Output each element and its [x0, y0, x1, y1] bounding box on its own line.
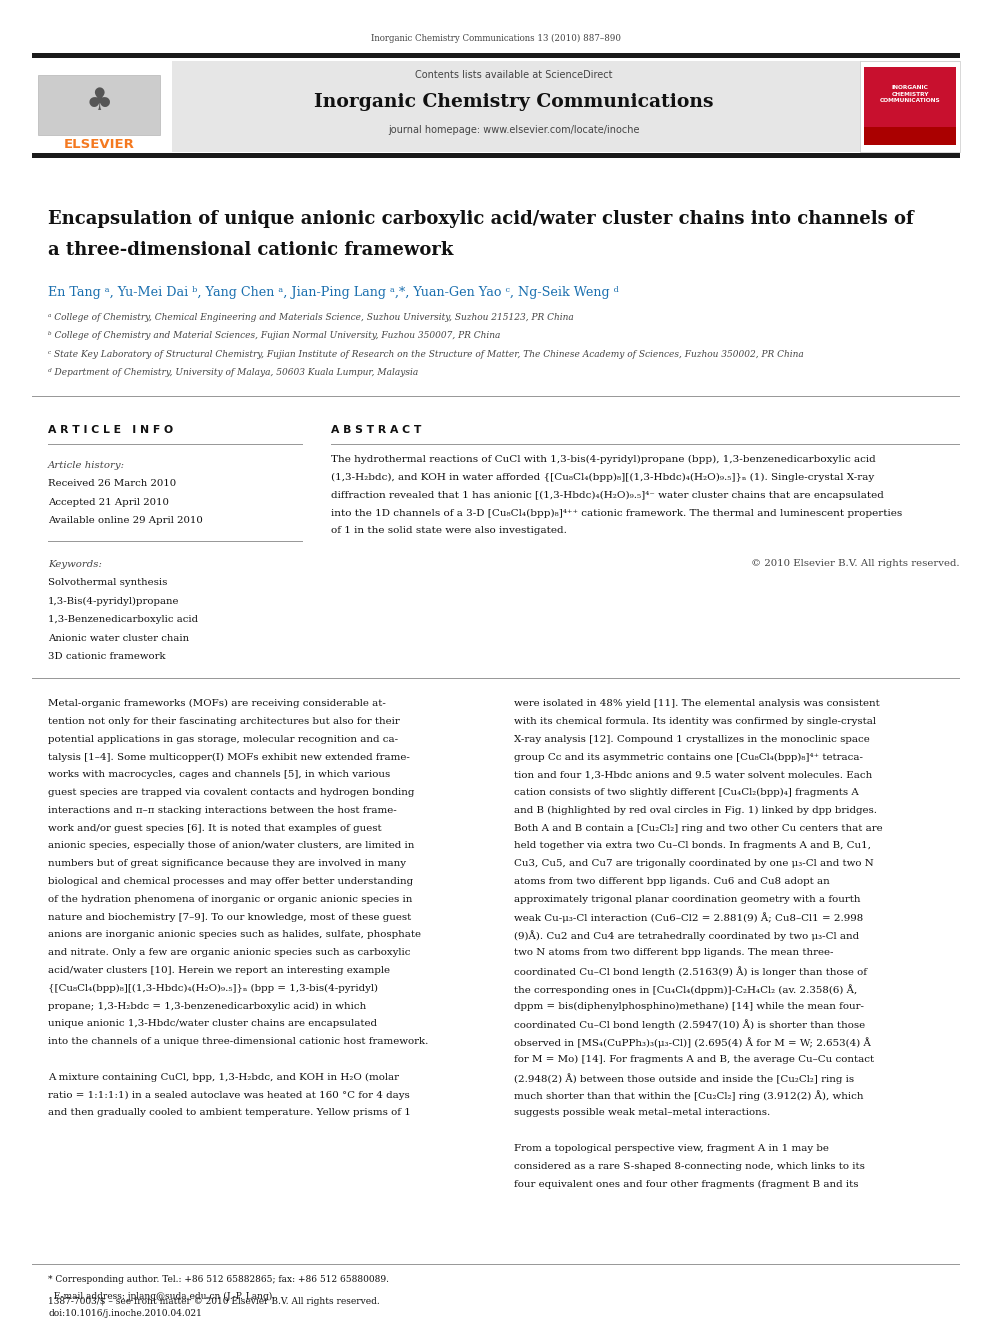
Text: ELSEVIER: ELSEVIER: [63, 139, 135, 152]
Text: Solvothermal synthesis: Solvothermal synthesis: [48, 578, 168, 587]
Text: numbers but of great significance because they are involved in many: numbers but of great significance becaus…: [48, 859, 406, 868]
Text: (9)Å). Cu2 and Cu4 are tetrahedrally coordinated by two μ₃-Cl and: (9)Å). Cu2 and Cu4 are tetrahedrally coo…: [514, 930, 859, 941]
Text: Encapsulation of unique anionic carboxylic acid/water cluster chains into channe: Encapsulation of unique anionic carboxyl…: [48, 210, 914, 228]
Bar: [864, 67, 956, 146]
Bar: [864, 127, 956, 146]
Text: A R T I C L E   I N F O: A R T I C L E I N F O: [48, 425, 174, 435]
Text: Available online 29 April 2010: Available online 29 April 2010: [48, 516, 202, 525]
Text: Metal-organic frameworks (MOFs) are receiving considerable at-: Metal-organic frameworks (MOFs) are rece…: [48, 699, 386, 708]
Text: acid/water clusters [10]. Herein we report an interesting example: acid/water clusters [10]. Herein we repo…: [48, 966, 390, 975]
Text: into the 1D channels of a 3-D [Cu₈Cl₄(bpp)₈]⁴⁺⁺ cationic framework. The thermal : into the 1D channels of a 3-D [Cu₈Cl₄(bp…: [331, 508, 903, 517]
Text: unique anionic 1,3-Hbdc/water cluster chains are encapsulated: unique anionic 1,3-Hbdc/water cluster ch…: [48, 1020, 377, 1028]
Text: © 2010 Elsevier B.V. All rights reserved.: © 2010 Elsevier B.V. All rights reserved…: [751, 560, 960, 568]
Text: works with macrocycles, cages and channels [5], in which various: works with macrocycles, cages and channe…: [48, 770, 390, 779]
Text: and nitrate. Only a few are organic anionic species such as carboxylic: and nitrate. Only a few are organic anio…: [48, 949, 411, 958]
Text: of the hydration phenomena of inorganic or organic anionic species in: of the hydration phenomena of inorganic …: [48, 894, 413, 904]
Text: A mixture containing CuCl, bpp, 1,3-H₂bdc, and KOH in H₂O (molar: A mixture containing CuCl, bpp, 1,3-H₂bd…: [48, 1073, 399, 1082]
Text: * Corresponding author. Tel.: +86 512 65882865; fax: +86 512 65880089.: * Corresponding author. Tel.: +86 512 65…: [48, 1275, 389, 1285]
Bar: [32, 152, 960, 157]
Text: talysis [1–4]. Some multicopper(I) MOFs exhibit new extended frame-: talysis [1–4]. Some multicopper(I) MOFs …: [48, 753, 410, 762]
Text: guest species are trapped via covalent contacts and hydrogen bonding: guest species are trapped via covalent c…: [48, 789, 415, 796]
Text: potential applications in gas storage, molecular recognition and ca-: potential applications in gas storage, m…: [48, 734, 398, 744]
Text: A B S T R A C T: A B S T R A C T: [331, 425, 422, 435]
Text: tention not only for their fascinating architectures but also for their: tention not only for their fascinating a…: [48, 717, 400, 726]
Text: En Tang ᵃ, Yu-Mei Dai ᵇ, Yang Chen ᵃ, Jian-Ping Lang ᵃ,*, Yuan-Gen Yao ᶜ, Ng-Sei: En Tang ᵃ, Yu-Mei Dai ᵇ, Yang Chen ᵃ, Ji…: [48, 286, 619, 299]
Bar: [860, 61, 960, 152]
Text: Cu3, Cu5, and Cu7 are trigonally coordinated by one μ₃-Cl and two N: Cu3, Cu5, and Cu7 are trigonally coordin…: [514, 859, 874, 868]
Text: Both A and B contain a [Cu₂Cl₂] ring and two other Cu centers that are: Both A and B contain a [Cu₂Cl₂] ring and…: [514, 824, 883, 832]
Text: Article history:: Article history:: [48, 460, 125, 470]
Text: doi:10.1016/j.inoche.2010.04.021: doi:10.1016/j.inoche.2010.04.021: [48, 1308, 202, 1318]
Text: nature and biochemistry [7–9]. To our knowledge, most of these guest: nature and biochemistry [7–9]. To our kn…: [48, 913, 412, 922]
Text: ᵃ College of Chemistry, Chemical Engineering and Materials Science, Suzhou Unive: ᵃ College of Chemistry, Chemical Enginee…: [48, 314, 573, 321]
Text: Accepted 21 April 2010: Accepted 21 April 2010: [48, 497, 169, 507]
Text: Anionic water cluster chain: Anionic water cluster chain: [48, 634, 189, 643]
Text: suggests possible weak metal–metal interactions.: suggests possible weak metal–metal inter…: [514, 1109, 770, 1118]
Text: 1,3-Bis(4-pyridyl)propane: 1,3-Bis(4-pyridyl)propane: [48, 597, 180, 606]
Text: weak Cu-μ₃-Cl interaction (Cu6–Cl2 = 2.881(9) Å; Cu8–Cl1 = 2.998: weak Cu-μ₃-Cl interaction (Cu6–Cl2 = 2.8…: [514, 913, 863, 923]
Bar: [32, 61, 960, 152]
Text: into the channels of a unique three-dimensional cationic host framework.: into the channels of a unique three-dime…: [48, 1037, 429, 1046]
Text: coordinated Cu–Cl bond length (2.5947(10) Å) is shorter than those: coordinated Cu–Cl bond length (2.5947(10…: [514, 1020, 865, 1031]
Text: with its chemical formula. Its identity was confirmed by single-crystal: with its chemical formula. Its identity …: [514, 717, 876, 726]
Text: anionic species, especially those of anion/water clusters, are limited in: anionic species, especially those of ani…: [48, 841, 415, 851]
Text: tion and four 1,3-Hbdc anions and 9.5 water solvent molecules. Each: tion and four 1,3-Hbdc anions and 9.5 wa…: [514, 770, 872, 779]
Text: ratio = 1:1:1:1) in a sealed autoclave was heated at 160 °C for 4 days: ratio = 1:1:1:1) in a sealed autoclave w…: [48, 1090, 410, 1099]
Text: four equivalent ones and four other fragments (fragment B and its: four equivalent ones and four other frag…: [514, 1180, 858, 1189]
Bar: [32, 53, 960, 58]
Text: 1,3-Benzenedicarboxylic acid: 1,3-Benzenedicarboxylic acid: [48, 615, 198, 624]
Text: diffraction revealed that 1 has anionic [(1,3-Hbdc)₄(H₂O)₉.₅]⁴⁻ water cluster ch: diffraction revealed that 1 has anionic …: [331, 491, 884, 500]
Text: group Cc and its asymmetric contains one [Cu₈Cl₄(bpp)₈]⁴⁺ tetraca-: group Cc and its asymmetric contains one…: [514, 753, 863, 762]
Text: biological and chemical processes and may offer better understanding: biological and chemical processes and ma…: [48, 877, 413, 886]
Text: work and/or guest species [6]. It is noted that examples of guest: work and/or guest species [6]. It is not…: [48, 824, 382, 832]
Text: much shorter than that within the [Cu₂Cl₂] ring (3.912(2) Å), which: much shorter than that within the [Cu₂Cl…: [514, 1090, 863, 1101]
Text: of 1 in the solid state were also investigated.: of 1 in the solid state were also invest…: [331, 527, 566, 536]
Text: interactions and π–π stacking interactions between the host frame-: interactions and π–π stacking interactio…: [48, 806, 397, 815]
Text: Received 26 March 2010: Received 26 March 2010: [48, 479, 177, 488]
Text: The hydrothermal reactions of CuCl with 1,3-bis(4-pyridyl)propane (bpp), 1,3-ben: The hydrothermal reactions of CuCl with …: [331, 455, 876, 464]
Text: Contents lists available at ScienceDirect: Contents lists available at ScienceDirec…: [415, 70, 612, 79]
Text: and then gradually cooled to ambient temperature. Yellow prisms of 1: and then gradually cooled to ambient tem…: [48, 1109, 411, 1118]
Text: (2.948(2) Å) between those outside and inside the [Cu₂Cl₂] ring is: (2.948(2) Å) between those outside and i…: [514, 1073, 854, 1084]
Text: the corresponding ones in [Cu₄Cl₄(dppm)]-C₂H₄Cl₂ (av. 2.358(6) Å,: the corresponding ones in [Cu₄Cl₄(dppm)]…: [514, 984, 857, 995]
Text: ᶜ State Key Laboratory of Structural Chemistry, Fujian Institute of Research on : ᶜ State Key Laboratory of Structural Che…: [48, 351, 804, 359]
Text: two N atoms from two different bpp ligands. The mean three-: two N atoms from two different bpp ligan…: [514, 949, 833, 958]
Text: INORGANIC
CHEMISTRY
COMMUNICATIONS: INORGANIC CHEMISTRY COMMUNICATIONS: [880, 85, 940, 103]
Text: cation consists of two slightly different [Cu₄Cl₂(bpp)₄] fragments A: cation consists of two slightly differen…: [514, 789, 859, 798]
Text: anions are inorganic anionic species such as halides, sulfate, phosphate: anions are inorganic anionic species suc…: [48, 930, 421, 939]
Text: considered as a rare S-shaped 8-connecting node, which links to its: considered as a rare S-shaped 8-connecti…: [514, 1162, 865, 1171]
Text: approximately trigonal planar coordination geometry with a fourth: approximately trigonal planar coordinati…: [514, 894, 860, 904]
Text: ᵇ College of Chemistry and Material Sciences, Fujian Normal University, Fuzhou 3: ᵇ College of Chemistry and Material Scie…: [48, 332, 500, 340]
Text: observed in [MS₄(CuPPh₃)₃(μ₃-Cl)] (2.695(4) Å for M = W; 2.653(4) Å: observed in [MS₄(CuPPh₃)₃(μ₃-Cl)] (2.695…: [514, 1037, 871, 1048]
Text: Inorganic Chemistry Communications 13 (2010) 887–890: Inorganic Chemistry Communications 13 (2…: [371, 33, 621, 42]
Text: (1,3-H₂bdc), and KOH in water afforded {[Cu₈Cl₄(bpp)₈][(1,3-Hbdc)₄(H₂O)₉.₅]}ₙ (1: (1,3-H₂bdc), and KOH in water afforded {…: [331, 472, 874, 482]
Text: X-ray analysis [12]. Compound 1 crystallizes in the monoclinic space: X-ray analysis [12]. Compound 1 crystall…: [514, 734, 870, 744]
Text: dppm = bis(diphenylphosphino)methane) [14] while the mean four-: dppm = bis(diphenylphosphino)methane) [1…: [514, 1002, 864, 1011]
Text: and B (highlighted by red oval circles in Fig. 1) linked by dpp bridges.: and B (highlighted by red oval circles i…: [514, 806, 877, 815]
Text: 3D cationic framework: 3D cationic framework: [48, 652, 166, 662]
Text: a three-dimensional cationic framework: a three-dimensional cationic framework: [48, 241, 453, 259]
Bar: [38, 75, 160, 135]
Text: for M = Mo) [14]. For fragments A and B, the average Cu–Cu contact: for M = Mo) [14]. For fragments A and B,…: [514, 1054, 874, 1064]
Bar: [32, 61, 172, 152]
Text: journal homepage: www.elsevier.com/locate/inoche: journal homepage: www.elsevier.com/locat…: [388, 124, 639, 135]
Text: coordinated Cu–Cl bond length (2.5163(9) Å) is longer than those of: coordinated Cu–Cl bond length (2.5163(9)…: [514, 966, 867, 976]
Text: 1387-7003/$ – see front matter © 2010 Elsevier B.V. All rights reserved.: 1387-7003/$ – see front matter © 2010 El…: [48, 1297, 380, 1306]
Text: propane; 1,3-H₂bdc = 1,3-benzenedicarboxylic acid) in which: propane; 1,3-H₂bdc = 1,3-benzenedicarbox…: [48, 1002, 366, 1011]
Text: E-mail address: jplang@suda.edu.cn (J.-P. Lang).: E-mail address: jplang@suda.edu.cn (J.-P…: [48, 1293, 275, 1301]
Text: held together via extra two Cu–Cl bonds. In fragments A and B, Cu1,: held together via extra two Cu–Cl bonds.…: [514, 841, 871, 851]
Text: were isolated in 48% yield [11]. The elemental analysis was consistent: were isolated in 48% yield [11]. The ele…: [514, 699, 880, 708]
Text: ♣: ♣: [85, 87, 113, 116]
Text: atoms from two different bpp ligands. Cu6 and Cu8 adopt an: atoms from two different bpp ligands. Cu…: [514, 877, 829, 886]
Text: Inorganic Chemistry Communications: Inorganic Chemistry Communications: [313, 93, 713, 111]
Text: ᵈ Department of Chemistry, University of Malaya, 50603 Kuala Lumpur, Malaysia: ᵈ Department of Chemistry, University of…: [48, 369, 419, 377]
Text: Keywords:: Keywords:: [48, 560, 102, 569]
Text: {[Cu₈Cl₄(bpp)₈][(1,3-Hbdc)₄(H₂O)₉.₅]}ₙ (bpp = 1,3-bis(4-pyridyl): {[Cu₈Cl₄(bpp)₈][(1,3-Hbdc)₄(H₂O)₉.₅]}ₙ (…: [48, 984, 378, 994]
Text: From a topological perspective view, fragment A in 1 may be: From a topological perspective view, fra…: [514, 1144, 829, 1154]
